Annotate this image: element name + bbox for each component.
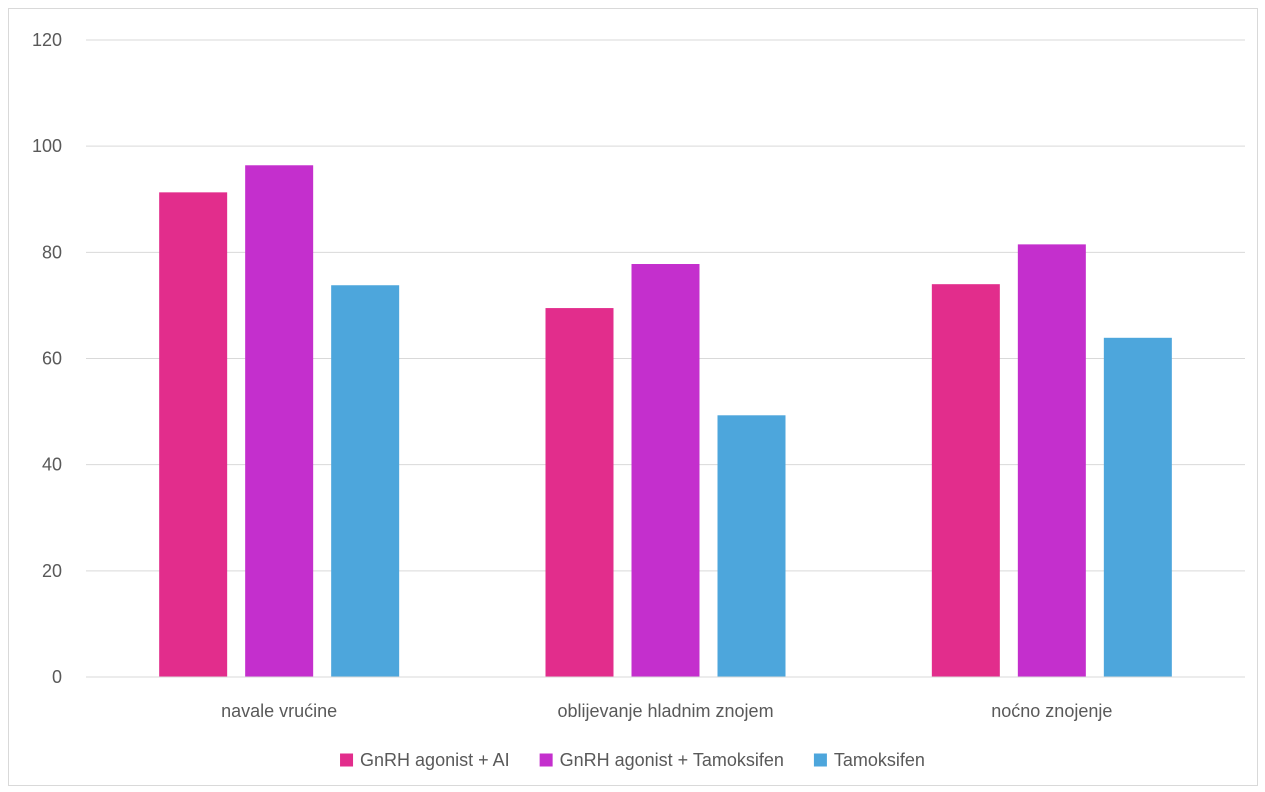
bar [631,264,700,677]
bar [931,284,1000,677]
y-tick-label: 20 [42,561,62,581]
x-axis: navale vrućine oblijevanje hladnim znojem… [86,676,1245,721]
y-tick-label: 120 [32,30,62,50]
bar [245,165,314,677]
y-tick-label: 0 [52,667,62,687]
x-tick-label: oblijevanje hladnim znojem [557,701,773,721]
legend-swatch [340,753,354,767]
y-axis: 0 20 40 60 80 100 120 [32,30,62,687]
bar [545,308,614,677]
x-tick-label: noćno znojenje [991,701,1112,721]
legend-label: GnRH agonist + AI [360,750,510,770]
legend-swatch [539,753,553,767]
legend-label: Tamoksifen [834,750,925,770]
legend-swatch [813,753,827,767]
legend: GnRH agonist + AI GnRH agonist + Tamoksif… [340,750,925,770]
x-tick-label: navale vrućine [221,701,337,721]
bar [717,415,786,677]
legend-label: GnRH agonist + Tamoksifen [560,750,784,770]
y-tick-label: 100 [32,136,62,156]
bar [159,192,228,677]
y-tick-label: 80 [42,242,62,262]
bar [1017,244,1086,677]
bar [1103,337,1172,677]
y-tick-label: 40 [42,455,62,475]
bars [159,165,1172,677]
y-tick-label: 60 [42,349,62,369]
bar [331,285,400,677]
